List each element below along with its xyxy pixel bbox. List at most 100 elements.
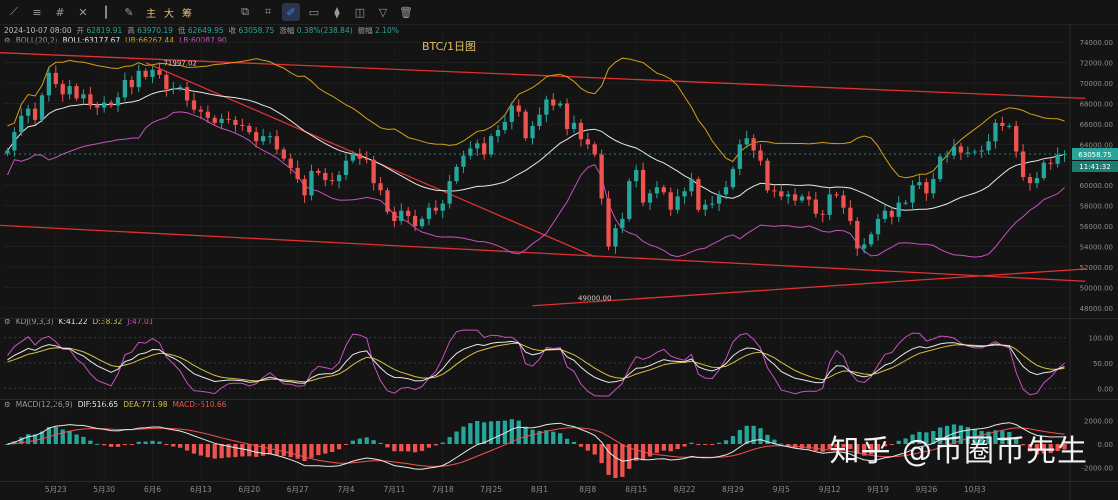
macd-info: ⚙ MACD(12,26,9) DIF:516.65 DEA:771.98 MA… [4,400,226,409]
macd-settings-icon[interactable]: ⚙ [4,400,11,409]
candle-body [682,191,687,197]
boll-settings-icon[interactable]: ⚙ [4,36,11,45]
candle-body [482,143,487,155]
macd-bar [157,441,162,444]
macd-bar [620,444,625,477]
macd-bar [758,428,763,444]
macd-name[interactable]: MACD(12,26,9) [15,400,73,409]
macd-bar [53,427,58,444]
candle-body [226,118,231,120]
kdj-name[interactable]: KDJ(9,3,3) [15,317,54,326]
brush-icon[interactable]: ✎ [124,5,134,19]
macd-bar [544,430,549,444]
candle-body [772,190,777,192]
price-tick-label: 54000.00 [1080,244,1113,252]
kdj-info: ⚙ KDJ(9,3,3) K:41.22 D:38.32 J:47.01 [4,317,154,326]
macd-bar [986,431,991,444]
candle-body [19,115,24,133]
candle-body [862,244,867,249]
macd-bar [509,419,514,444]
candle-body [509,105,514,122]
macd-bar [336,444,342,450]
date-tick-label: 7月18 [432,485,454,494]
candle-body [316,170,321,173]
macd-bar [19,437,24,444]
chips-button[interactable]: 筹 [182,8,192,20]
date-tick-label: 7月11 [383,485,405,494]
grid-icon[interactable]: # [55,5,65,19]
macd-bar [67,430,72,444]
candle-body [447,181,452,204]
macd-bar [862,444,867,456]
candle-body [240,124,245,126]
candle-body [198,109,204,112]
macd-bar [668,444,673,452]
candle-body [882,210,888,219]
candle-body [454,166,459,182]
macd-bar [1034,444,1040,455]
date-tick-label: 6月13 [190,485,212,494]
macd-bar [5,444,10,445]
macd-bar [889,444,894,445]
boll-name[interactable]: BOLL(20,2) [15,36,58,45]
date-tick-label: 8月29 [722,485,744,494]
macd-bar [468,423,473,444]
candle-body [150,69,155,77]
line-tool-icon[interactable]: ⟋ [10,5,18,18]
macd-bar [371,440,376,444]
compare-icon[interactable]: ⧫ [334,5,340,19]
candle-body [986,141,991,151]
macd-bar [378,442,383,444]
macd-bar [634,444,639,461]
camera-icon[interactable]: ◫ [354,5,366,19]
horizontal-line-icon[interactable]: ≡ [32,5,42,19]
candle-body [875,218,881,235]
lock-icon[interactable]: ▭ [308,5,320,19]
alert-icon[interactable]: ⧉ [241,5,249,18]
macd-bar [792,444,798,448]
candle-body [46,72,52,96]
boll-ub: UB:66267.44 [125,36,175,45]
candles-icon[interactable]: ┃ [102,5,110,19]
macd-bar [924,432,929,444]
candle-body [551,99,556,106]
candle-body [779,191,784,197]
macd-bar [530,429,535,444]
macd-bar [1062,444,1067,450]
date-tick-label: 8月22 [674,485,696,494]
kdj-settings-icon[interactable]: ⚙ [4,317,11,326]
candle-body [924,182,929,194]
candle-body [786,194,791,197]
candle-body [1048,162,1053,164]
boll-info: ⚙ BOLL(20,2) BOLL:63177.67 UB:66267.44 L… [4,36,227,45]
macd-bar [599,444,604,464]
boll-lower-line [7,111,1065,258]
indicator-icon[interactable]: ⌗ [264,5,272,18]
macd-bar [896,440,901,444]
date-tick-label: 9月26 [915,485,937,494]
high-label: 高 [127,26,135,35]
draw-icon[interactable]: ✐ [282,3,300,21]
candle-body [564,103,570,130]
crosshair-icon[interactable]: ✕ [78,5,88,19]
candle-body [730,168,736,188]
kdj-tick-label: 100.00 [1089,335,1114,343]
candle-body [5,150,10,154]
macd-bar [1027,444,1033,452]
macd-tick-label: 0.00 [1097,441,1113,449]
candle-body [274,136,280,150]
candle-body [32,108,38,120]
macd-bar [274,444,280,455]
large-order-button[interactable]: 大 [164,8,174,20]
macd-bar [1048,444,1053,453]
last-price-tag [1072,147,1118,160]
macd-bar [205,444,210,458]
trash-icon[interactable]: 🗑 [399,5,413,19]
price-tick-label: 66000.00 [1080,121,1113,129]
price-tick-label: 72000.00 [1080,60,1113,68]
main-indicator-button[interactable]: 主 [146,8,156,20]
candle-body [399,210,404,221]
filter-icon[interactable]: ▽ [378,5,388,19]
macd-bar [841,444,846,448]
